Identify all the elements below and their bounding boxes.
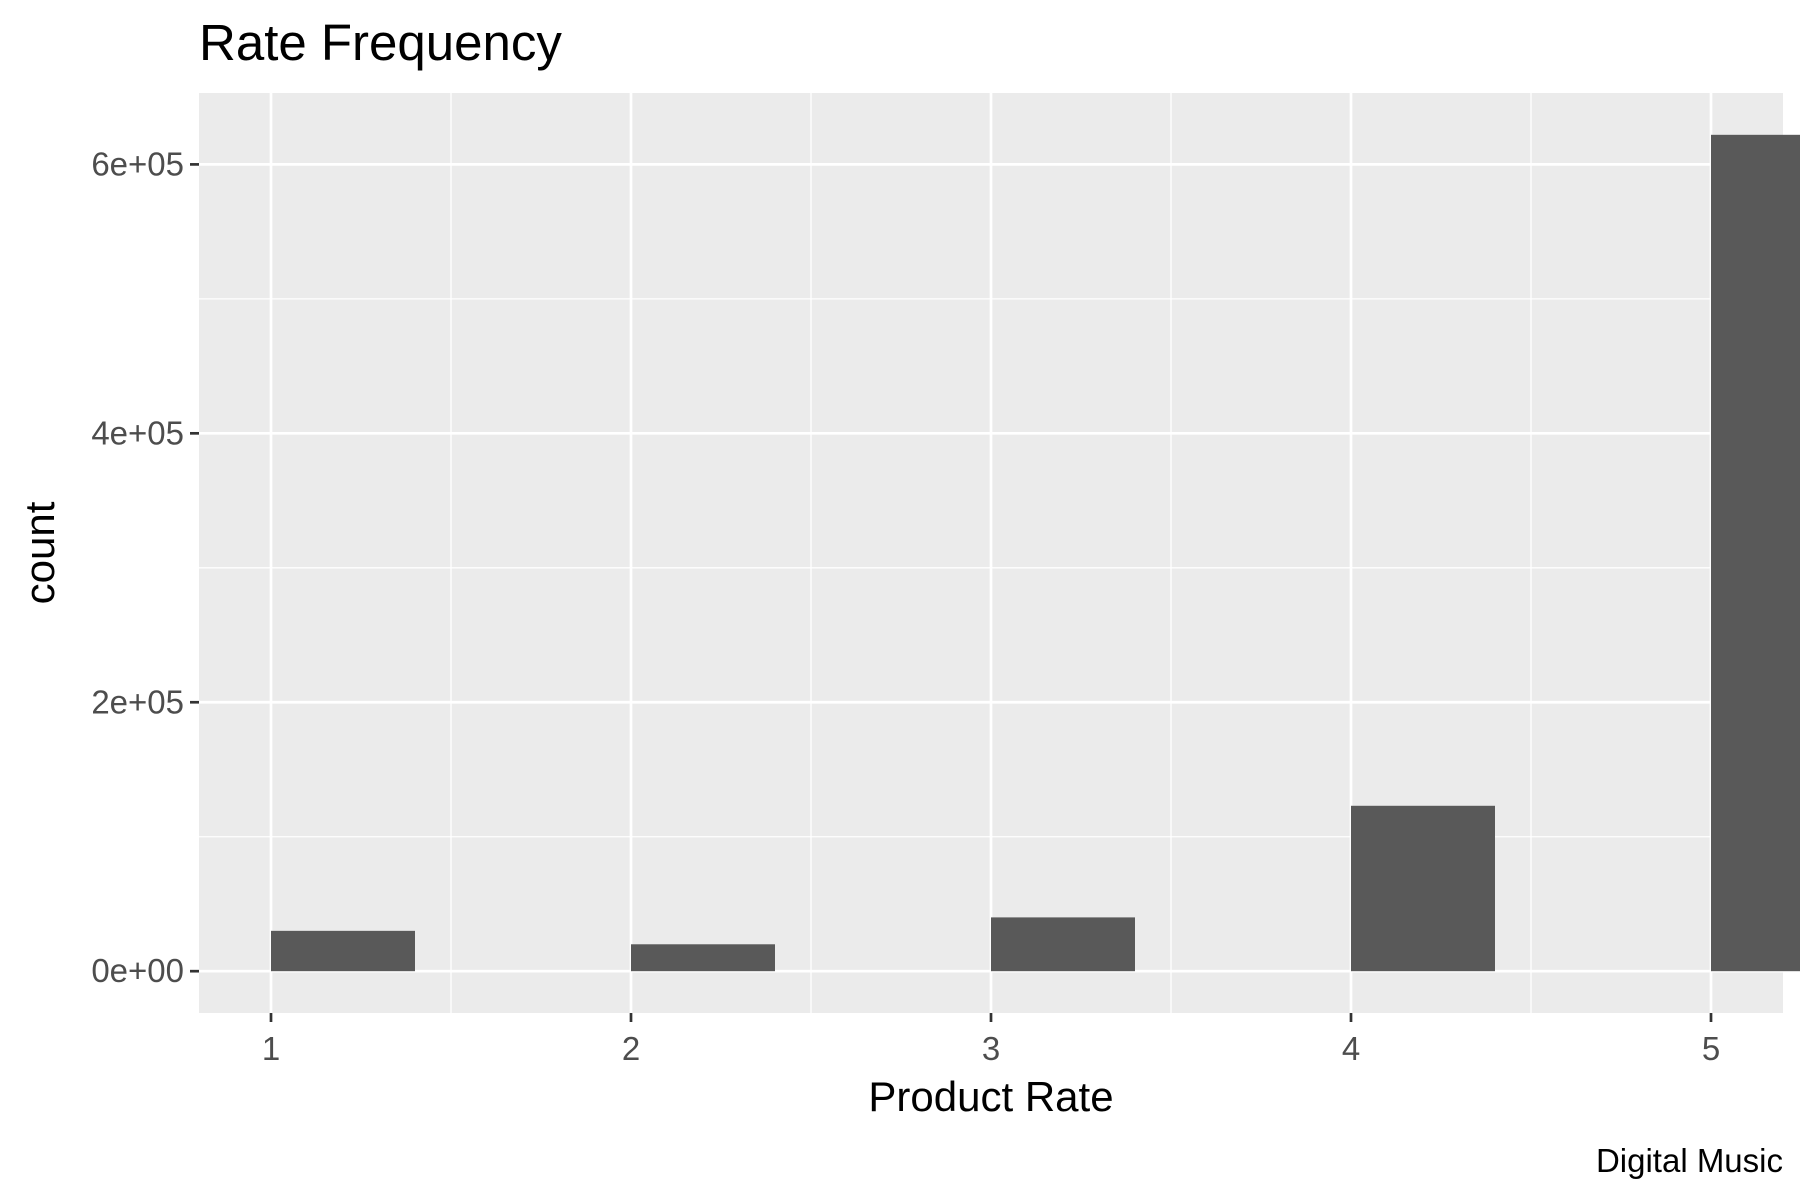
x-tick-label: 5 bbox=[1702, 1030, 1720, 1067]
x-tick-label: 3 bbox=[982, 1030, 1000, 1067]
bar-rate-1 bbox=[271, 930, 415, 972]
y-tick-label: 6e+05 bbox=[91, 145, 184, 182]
x-axis: 1 2 3 4 5 bbox=[262, 1013, 1720, 1067]
y-axis: 0e+00 2e+05 4e+05 6e+05 bbox=[91, 145, 199, 989]
bars bbox=[271, 134, 1800, 972]
y-tick-label: 2e+05 bbox=[91, 683, 184, 720]
x-tick-label: 2 bbox=[622, 1030, 640, 1067]
chart-title: Rate Frequency bbox=[199, 14, 562, 71]
x-tick-label: 4 bbox=[1342, 1030, 1360, 1067]
bar-rate-4 bbox=[1351, 805, 1495, 972]
y-tick-label: 0e+00 bbox=[91, 952, 184, 989]
x-axis-title: Product Rate bbox=[868, 1073, 1113, 1120]
y-axis-title: count bbox=[16, 501, 63, 604]
bar-rate-5 bbox=[1711, 134, 1800, 972]
y-tick-label: 4e+05 bbox=[91, 414, 184, 451]
bar-rate-2 bbox=[631, 944, 775, 972]
x-tick-label: 1 bbox=[262, 1030, 280, 1067]
bar-rate-3 bbox=[991, 917, 1135, 972]
chart-caption: Digital Music bbox=[1596, 1142, 1783, 1179]
